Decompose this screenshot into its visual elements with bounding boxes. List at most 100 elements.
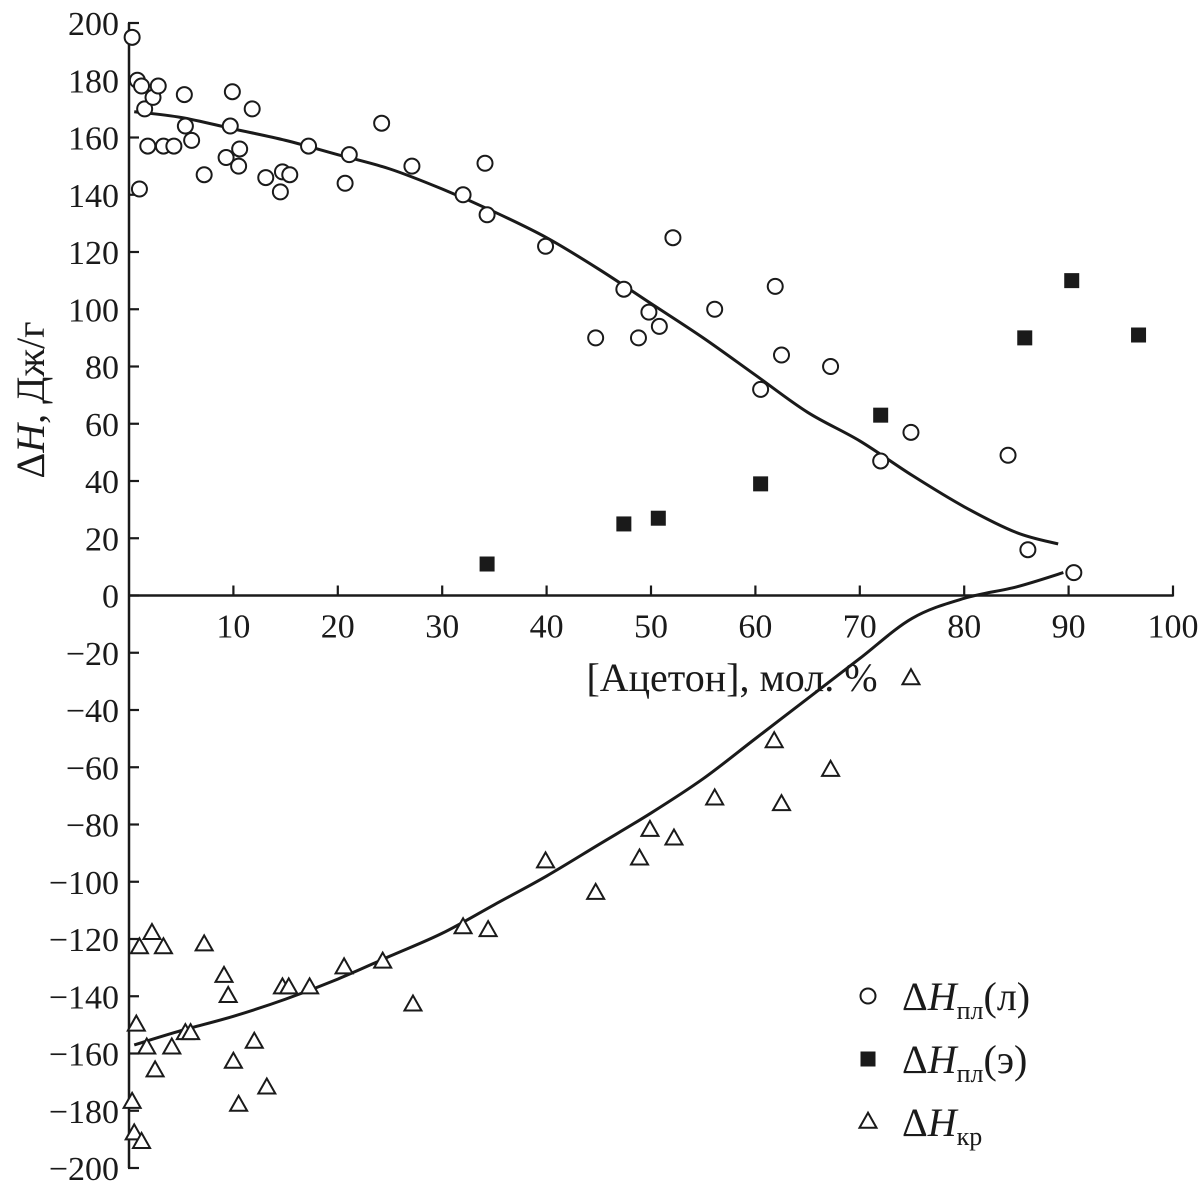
circle-point: [243, 100, 261, 118]
circle-point: [587, 329, 605, 347]
triangle-point: [144, 1059, 166, 1078]
triangle-point: [372, 950, 393, 969]
triangle-point: [180, 1022, 201, 1041]
circle-point: [139, 137, 157, 155]
triangle-point: [193, 933, 215, 952]
circle-point: [1019, 541, 1037, 559]
triangle-point: [136, 1036, 157, 1055]
x-tick-label: 80: [947, 609, 981, 646]
x-tick-label: 100: [1148, 609, 1199, 646]
triangle-point: [663, 827, 685, 846]
y-tick-label: 20: [85, 521, 119, 558]
x-tick-label: 30: [425, 609, 459, 646]
circle-point: [149, 77, 167, 95]
triangle-point: [771, 793, 792, 812]
circle-point: [176, 117, 194, 135]
circle-point: [650, 317, 668, 335]
legend-triangle-point: [857, 1110, 879, 1129]
tick-marks: [128, 21, 1175, 1170]
y-tick-label: 0: [102, 579, 119, 616]
legend-label: ΔHкр: [902, 1100, 982, 1151]
y-tick-label: 80: [85, 350, 119, 387]
circle-point: [230, 157, 248, 175]
y-tick-label: 200: [68, 6, 119, 43]
circle-point: [822, 358, 840, 375]
triangle-point: [121, 1090, 143, 1109]
triangle-point: [820, 758, 841, 777]
circle-point: [136, 100, 154, 118]
circle-point: [281, 166, 299, 184]
square-point: [616, 516, 632, 532]
y-tick-label: 120: [68, 235, 119, 272]
x-tick-label: 50: [634, 609, 668, 646]
circle-point: [223, 83, 241, 101]
y-tick-label: −120: [49, 922, 119, 959]
circle-point: [133, 77, 151, 95]
triangle-point: [223, 1050, 244, 1069]
y-tick-label: −80: [66, 808, 119, 845]
triangle-point: [452, 916, 474, 935]
triangle-point: [217, 984, 239, 1003]
circle-point: [706, 300, 724, 318]
triangle-point: [153, 936, 174, 955]
circle-point: [130, 180, 148, 198]
y-axis-title: ΔH, Дж/г: [8, 321, 53, 478]
triangle-point: [131, 1130, 152, 1149]
triangle-point: [141, 921, 163, 940]
x-tick-label: 90: [1052, 609, 1086, 646]
y-tick-label: −200: [49, 1151, 119, 1188]
triangle-point: [585, 881, 606, 900]
triangle-point: [124, 1122, 145, 1141]
legend-label: ΔHпл(л): [902, 974, 1030, 1025]
y-tick-label: 140: [68, 178, 119, 215]
triangle-point: [256, 1076, 278, 1095]
triangle-point: [299, 976, 320, 995]
circle-point: [257, 169, 275, 187]
triangle-point: [278, 976, 299, 995]
y-tick-label: −20: [66, 636, 119, 673]
square-point: [873, 407, 889, 423]
circle-point: [300, 137, 318, 155]
y-tick-label: −40: [66, 693, 119, 730]
x-tick-label: 20: [321, 609, 355, 646]
triangle-point: [213, 964, 235, 983]
circle-point: [629, 329, 647, 347]
circle-point: [664, 229, 682, 247]
circle-point: [217, 149, 235, 167]
square-point: [1064, 273, 1080, 289]
legend: ΔHпл(л) ΔHпл(э) ΔHкр: [857, 974, 1030, 1151]
circle-point: [872, 452, 890, 470]
triangle-point: [161, 1036, 183, 1055]
x-axis-title: [Ацетон], мол. %: [586, 655, 877, 700]
circle-point: [165, 137, 183, 155]
x-tick-label: 70: [843, 609, 877, 646]
y-tick-label: 40: [85, 464, 119, 501]
triangle-point: [244, 1030, 265, 1049]
tick-labels: 200180160140120100806040200−20−40−60−80−…: [49, 6, 1199, 1188]
fit-curves: [133, 110, 1064, 1047]
fit-curve: [133, 571, 1064, 1047]
circle-point: [1065, 564, 1083, 582]
triangle-point: [535, 850, 556, 869]
y-tick-label: −160: [49, 1037, 119, 1074]
triangle-point: [639, 818, 661, 837]
circle-point: [902, 423, 920, 441]
legend-label: ΔHпл(э): [902, 1037, 1027, 1088]
circle-point: [271, 183, 289, 201]
triangle-point: [228, 1093, 249, 1112]
y-tick-label: −180: [49, 1094, 119, 1131]
circle-point: [476, 154, 494, 172]
square-point: [753, 476, 769, 492]
y-tick-label: 180: [68, 63, 119, 100]
circle-point: [340, 146, 358, 164]
triangle-point: [629, 847, 650, 866]
square-point: [1017, 330, 1033, 346]
circle-point: [403, 157, 421, 175]
circle-point: [752, 380, 770, 398]
y-tick-label: 100: [68, 292, 119, 329]
y-tick-label: −60: [66, 750, 119, 787]
circle-point: [123, 28, 141, 46]
circle-point: [195, 166, 213, 184]
y-tick-label: 160: [68, 121, 119, 158]
